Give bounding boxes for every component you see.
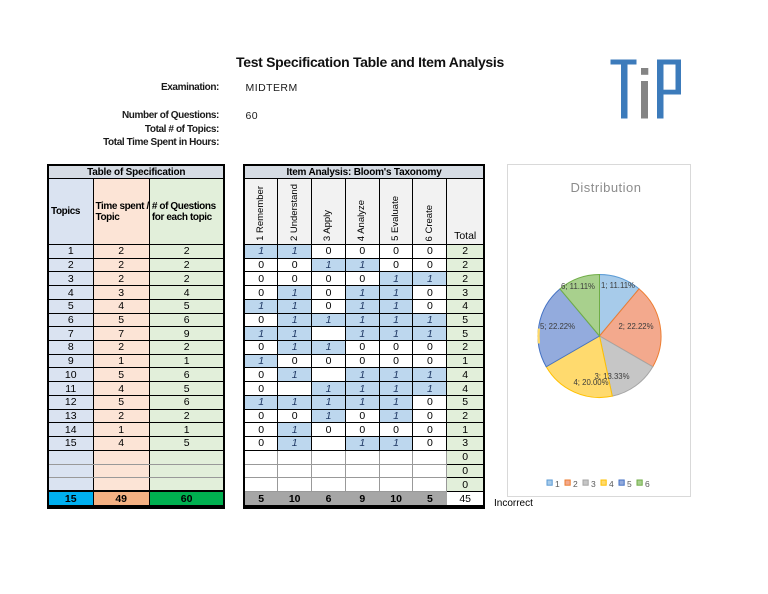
svg-text:2; 22.22%: 2; 22.22% bbox=[618, 322, 653, 331]
svg-text:6; 11.11%: 6; 11.11% bbox=[561, 282, 595, 291]
svg-text:3; 13.33%: 3; 13.33% bbox=[594, 372, 629, 381]
svg-text:5; 22.22%: 5; 22.22% bbox=[540, 322, 575, 331]
svg-text:6: 6 bbox=[645, 479, 650, 489]
svg-text:3: 3 bbox=[591, 479, 596, 489]
svg-text:1: 1 bbox=[555, 479, 560, 489]
svg-text:5: 5 bbox=[627, 479, 632, 489]
svg-text:4; 20.00%: 4; 20.00% bbox=[573, 378, 608, 387]
svg-text:2: 2 bbox=[573, 479, 578, 489]
svg-text:1; 11.11%: 1; 11.11% bbox=[601, 281, 635, 290]
svg-text:4: 4 bbox=[609, 479, 614, 489]
